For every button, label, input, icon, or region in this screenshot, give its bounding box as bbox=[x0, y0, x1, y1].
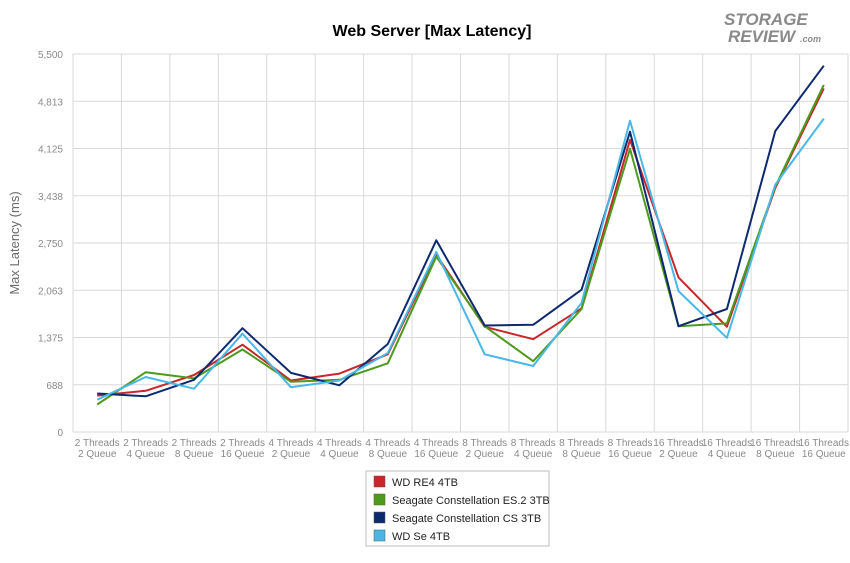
y-tick-label: 0 bbox=[57, 428, 63, 439]
x-tick-label: 4 Threads 2 Queue bbox=[269, 438, 314, 460]
legend: WD RE4 4TB Seagate Constellation ES.2 3TB… bbox=[365, 470, 550, 547]
legend-label: Seagate Constellation ES.2 3TB bbox=[392, 495, 550, 507]
x-tick-label: 16 Threads 2 Queue bbox=[653, 438, 703, 460]
x-tick-label: 2 Threads 4 Queue bbox=[123, 438, 168, 460]
y-tick-label: 2,750 bbox=[38, 239, 63, 250]
x-tick-label: 8 Threads 16 Queue bbox=[608, 438, 653, 460]
x-tick-label: 4 Threads 8 Queue bbox=[365, 438, 410, 460]
x-tick-label: 2 Threads 2 Queue bbox=[75, 438, 120, 460]
legend-swatch bbox=[373, 529, 386, 542]
x-tick-label: 2 Threads 16 Queue bbox=[220, 438, 265, 460]
logo-line-2: REVIEW bbox=[728, 27, 797, 46]
chart-title: Web Server [Max Latency] bbox=[333, 23, 532, 40]
y-tick-label: 3,438 bbox=[38, 192, 63, 203]
x-tick-label: 8 Threads 8 Queue bbox=[559, 438, 604, 460]
y-tick-label: 2,063 bbox=[38, 286, 63, 297]
legend-swatch bbox=[373, 493, 386, 506]
legend-swatch bbox=[373, 475, 386, 488]
y-tick-label: 1,375 bbox=[38, 334, 63, 345]
legend-box bbox=[365, 470, 550, 547]
logo-suffix: .com bbox=[800, 34, 821, 44]
y-tick-label: 688 bbox=[46, 381, 63, 392]
legend-label: Seagate Constellation CS 3TB bbox=[392, 513, 541, 525]
grid-lines bbox=[72, 53, 849, 433]
y-tick-label: 5,500 bbox=[38, 50, 63, 61]
x-tick-label: 8 Threads 4 Queue bbox=[511, 438, 556, 460]
x-tick-label: 8 Threads 2 Queue bbox=[462, 438, 507, 460]
y-tick-label: 4,125 bbox=[38, 145, 63, 156]
series-line-2 bbox=[96, 84, 825, 406]
series-line-4 bbox=[96, 118, 825, 401]
x-tick-label: 16 Threads 4 Queue bbox=[702, 438, 752, 460]
y-tick-label: 4,813 bbox=[38, 97, 63, 108]
x-tick-label: 2 Threads 8 Queue bbox=[172, 438, 217, 460]
y-axis-ticks: 0 688 1,375 2,063 2,750 3,438 4,125 4,813 5,500 bbox=[38, 50, 63, 439]
x-tick-label: 4 Threads 16 Queue bbox=[414, 438, 459, 460]
legend-swatch bbox=[373, 511, 386, 524]
x-tick-label: 4 Threads 4 Queue bbox=[317, 438, 362, 460]
series-line-3 bbox=[97, 65, 825, 398]
series-lines bbox=[96, 65, 825, 406]
x-tick-label: 16 Threads 16 Queue bbox=[799, 438, 849, 460]
storage-review-logo: STORAGE REVIEW .com bbox=[724, 10, 821, 46]
legend-label: WD Se 4TB bbox=[392, 531, 450, 543]
x-tick-label: 16 Threads 8 Queue bbox=[750, 438, 800, 460]
logo-line-1: STORAGE bbox=[724, 10, 808, 29]
y-axis-label: Max Latency (ms) bbox=[7, 191, 22, 294]
legend-label: WD RE4 4TB bbox=[392, 477, 458, 489]
